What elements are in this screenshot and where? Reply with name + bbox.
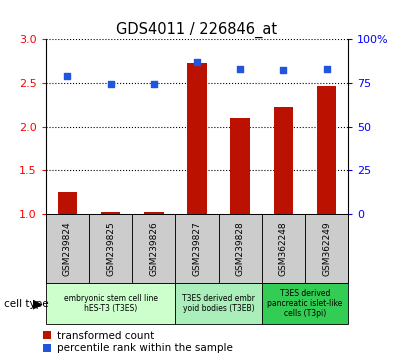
- Text: GSM239826: GSM239826: [149, 221, 158, 276]
- Title: GDS4011 / 226846_at: GDS4011 / 226846_at: [117, 21, 277, 38]
- Bar: [187, 63, 207, 214]
- Text: GSM239828: GSM239828: [236, 221, 245, 276]
- Bar: [176, 283, 262, 324]
- Text: T3ES derived
pancreatic islet-like
cells (T3pi): T3ES derived pancreatic islet-like cells…: [267, 289, 343, 319]
- Text: embryonic stem cell line
hES-T3 (T3ES): embryonic stem cell line hES-T3 (T3ES): [64, 294, 158, 313]
- Legend: transformed count, percentile rank within the sample: transformed count, percentile rank withi…: [43, 331, 232, 354]
- Point: [150, 82, 157, 87]
- Bar: [144, 212, 164, 214]
- Bar: [58, 192, 77, 214]
- Text: T3ES derived embr
yoid bodies (T3EB): T3ES derived embr yoid bodies (T3EB): [182, 294, 255, 313]
- Text: GSM239824: GSM239824: [63, 221, 72, 276]
- Point: [194, 59, 200, 64]
- Point: [324, 66, 330, 72]
- Point: [280, 68, 287, 73]
- Point: [64, 73, 70, 79]
- Bar: [89, 214, 132, 283]
- Bar: [46, 214, 89, 283]
- Bar: [262, 214, 305, 283]
- Text: ▶: ▶: [33, 297, 43, 310]
- Bar: [132, 214, 176, 283]
- Bar: [305, 214, 348, 283]
- Bar: [262, 283, 348, 324]
- Text: GSM362249: GSM362249: [322, 221, 331, 276]
- Bar: [274, 107, 293, 214]
- Text: GSM362248: GSM362248: [279, 221, 288, 276]
- Bar: [317, 86, 336, 214]
- Bar: [176, 214, 219, 283]
- Point: [237, 66, 244, 72]
- Bar: [230, 118, 250, 214]
- Bar: [46, 283, 176, 324]
- Bar: [219, 214, 262, 283]
- Text: GSM239825: GSM239825: [106, 221, 115, 276]
- Text: cell type: cell type: [4, 298, 49, 309]
- Bar: [101, 212, 120, 214]
- Text: GSM239827: GSM239827: [193, 221, 201, 276]
- Point: [107, 82, 114, 87]
